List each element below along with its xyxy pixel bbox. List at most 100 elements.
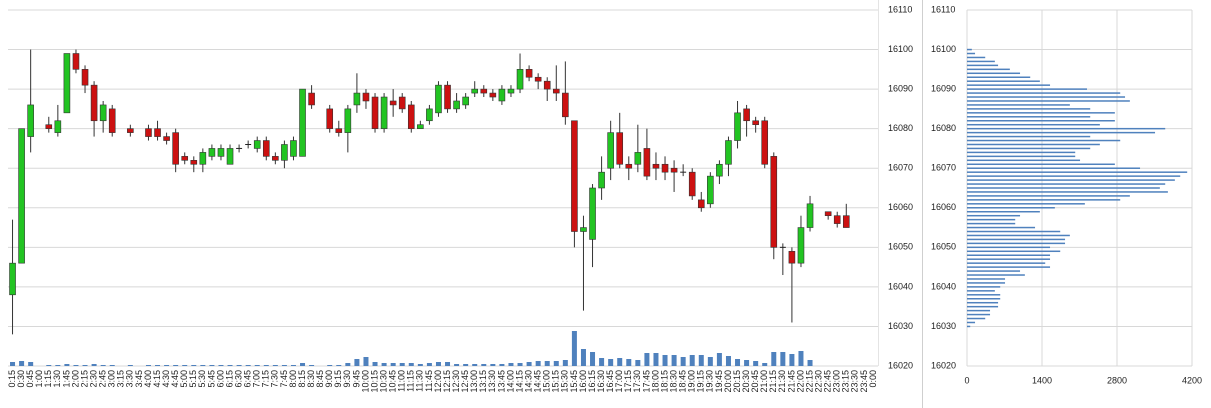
y-tick-label: 16110 — [888, 4, 912, 14]
volume-bar — [526, 362, 532, 366]
volume-bar — [789, 354, 795, 366]
x-tick-label: 21:30 — [777, 370, 787, 393]
profile-bar — [967, 230, 1061, 233]
candle-body — [453, 100, 460, 110]
x-tick-label: 11:15 — [406, 370, 416, 392]
profile-bar — [967, 127, 1166, 130]
candle-body — [181, 156, 189, 161]
volume-bar — [127, 365, 133, 366]
candle-body — [507, 88, 515, 94]
candle-body — [824, 211, 832, 216]
volume-bar — [735, 359, 741, 366]
profile-bar — [967, 238, 1066, 241]
volume-bar — [725, 356, 731, 366]
x-tick-label: 19:45 — [714, 370, 724, 393]
candle-body — [353, 92, 361, 106]
profile-bar — [967, 88, 1087, 90]
profile-bar — [967, 278, 1006, 280]
profile-bar — [967, 179, 1175, 181]
x-tick-label: 9:30 — [342, 370, 352, 388]
profile-bar — [967, 222, 1016, 225]
candle-body — [770, 156, 778, 248]
profile-bar — [967, 234, 1070, 237]
volume-bar — [281, 365, 287, 366]
x-tick-label: 9:45 — [351, 370, 361, 388]
candle-body — [607, 132, 614, 169]
x-tick-label: 5:00 — [179, 370, 189, 388]
candle-body — [616, 132, 624, 165]
volume-bar — [28, 362, 34, 366]
profile-bar — [967, 155, 1076, 158]
profile-bar — [967, 317, 986, 320]
volume-bar — [472, 364, 478, 366]
candle-body — [217, 148, 225, 157]
x-tick-label: 22:30 — [813, 370, 823, 393]
x-tick-label: 22:00 — [795, 370, 805, 393]
volume-bar — [408, 363, 414, 366]
candle-body — [734, 112, 741, 141]
volume-bar — [91, 364, 97, 366]
x-tick-label: 16:15 — [587, 370, 597, 393]
profile-bar — [967, 262, 1046, 264]
candle-body — [145, 128, 152, 137]
x-tick-label: 23:45 — [859, 370, 869, 393]
y-tick-label: 16060 — [931, 202, 956, 212]
candle-body — [688, 171, 696, 197]
volume-bar — [10, 362, 16, 366]
profile-bar — [967, 123, 1100, 126]
candle-body — [471, 88, 479, 94]
profile-bar — [967, 151, 1076, 154]
profile-bar — [967, 175, 1181, 177]
x-tick-label: 20:30 — [741, 370, 751, 393]
volume-bar — [553, 361, 559, 366]
volume-bar — [19, 361, 25, 366]
candle-body — [108, 108, 116, 133]
x-tick-label: 9:00 — [324, 370, 334, 388]
volume-bar — [771, 352, 777, 366]
volume-bar — [155, 365, 161, 366]
candle-body — [444, 84, 451, 110]
profile-bar — [967, 294, 1001, 296]
x-tick-label: 4200 — [1182, 375, 1202, 385]
x-tick-label: 3:00 — [107, 370, 117, 388]
x-tick-label: 11:00 — [397, 370, 407, 392]
profile-bar — [967, 242, 1066, 245]
x-tick-label: 1:15 — [43, 370, 53, 388]
candle-body — [525, 69, 533, 78]
x-tick-label: 3:45 — [134, 370, 144, 388]
x-tick-label: 21:45 — [786, 370, 796, 393]
x-tick-label: 5:45 — [206, 370, 216, 388]
volume-bar — [327, 365, 333, 366]
candle-body — [407, 104, 415, 129]
profile-bar — [967, 171, 1188, 173]
candle-body — [589, 187, 596, 240]
volume-bar — [454, 364, 460, 366]
y-tick-label: 16090 — [888, 83, 913, 93]
candle-body — [697, 199, 705, 209]
profile-bar — [967, 195, 1130, 197]
profile-bar — [967, 282, 1006, 284]
x-tick-label: 19:15 — [696, 370, 706, 393]
candle-body — [670, 167, 678, 173]
volume-bar — [599, 358, 605, 366]
volume-bar — [544, 361, 550, 366]
candle-body — [788, 250, 796, 264]
profile-bar — [967, 246, 1051, 249]
x-tick-label: 8:45 — [315, 370, 325, 388]
y-tick-label: 16090 — [931, 83, 956, 93]
candle-body — [743, 108, 750, 122]
profile-bar — [967, 250, 1061, 253]
candle-body — [435, 84, 442, 114]
volume-bar — [426, 363, 432, 366]
y-tick-label: 16030 — [931, 321, 956, 331]
profile-bar — [967, 84, 1051, 86]
x-tick-label: 4:30 — [161, 370, 171, 388]
y-tick-label: 16050 — [931, 242, 956, 252]
candle-body — [716, 163, 723, 177]
volume-bar — [753, 361, 759, 366]
x-tick-label: 19:00 — [687, 370, 697, 393]
volume-bar — [689, 355, 695, 366]
volume-bar — [626, 359, 632, 366]
x-tick-label: 8:00 — [288, 370, 298, 388]
